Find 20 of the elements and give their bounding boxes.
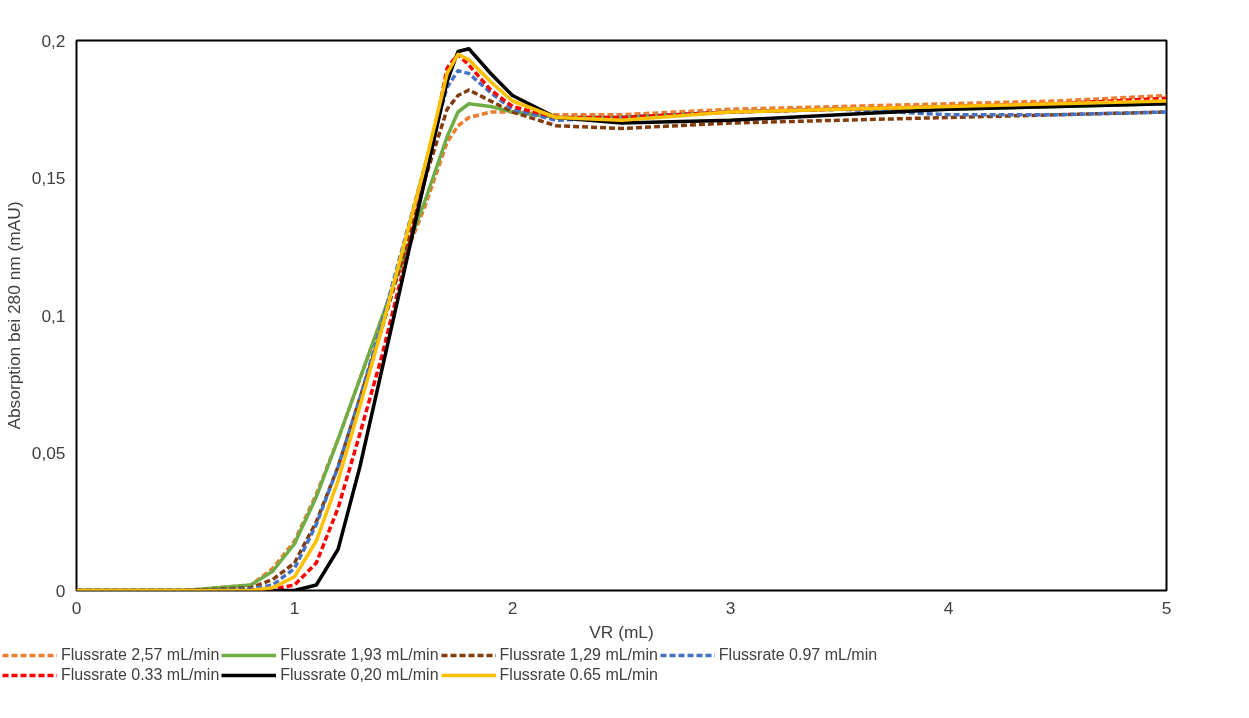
x-tick-label: 4 bbox=[943, 597, 954, 618]
y-tick-label: 0,15 bbox=[31, 168, 66, 188]
x-axis-title: VR (mL) bbox=[589, 621, 654, 642]
legend-label: Flussrate 1,93 mL/min bbox=[280, 646, 439, 664]
legend-label: Flussrate 0.65 mL/min bbox=[499, 666, 658, 684]
x-tick-label: 2 bbox=[507, 597, 518, 618]
legend-label: Flussrate 0,20 mL/min bbox=[280, 666, 439, 684]
x-tick-label: 0 bbox=[71, 597, 82, 618]
y-tick-label: 0,2 bbox=[41, 30, 66, 51]
x-tick-label: 3 bbox=[725, 597, 736, 618]
legend-label: Flussrate 0.33 mL/min bbox=[61, 666, 220, 684]
legend-label: Flussrate 2,57 mL/min bbox=[61, 646, 220, 664]
legend-label: Flussrate 1,29 mL/min bbox=[499, 646, 658, 664]
x-tick-label: 5 bbox=[1161, 597, 1172, 618]
y-axis-title: Absorption bei 280 nm (mAU) bbox=[3, 201, 24, 430]
y-tick-label: 0,1 bbox=[41, 305, 66, 326]
y-tick-label: 0,05 bbox=[31, 443, 66, 463]
y-tick-label: 0 bbox=[55, 580, 66, 601]
legend-label: Flussrate 0.97 mL/min bbox=[718, 646, 878, 664]
x-tick-label: 1 bbox=[289, 597, 300, 618]
